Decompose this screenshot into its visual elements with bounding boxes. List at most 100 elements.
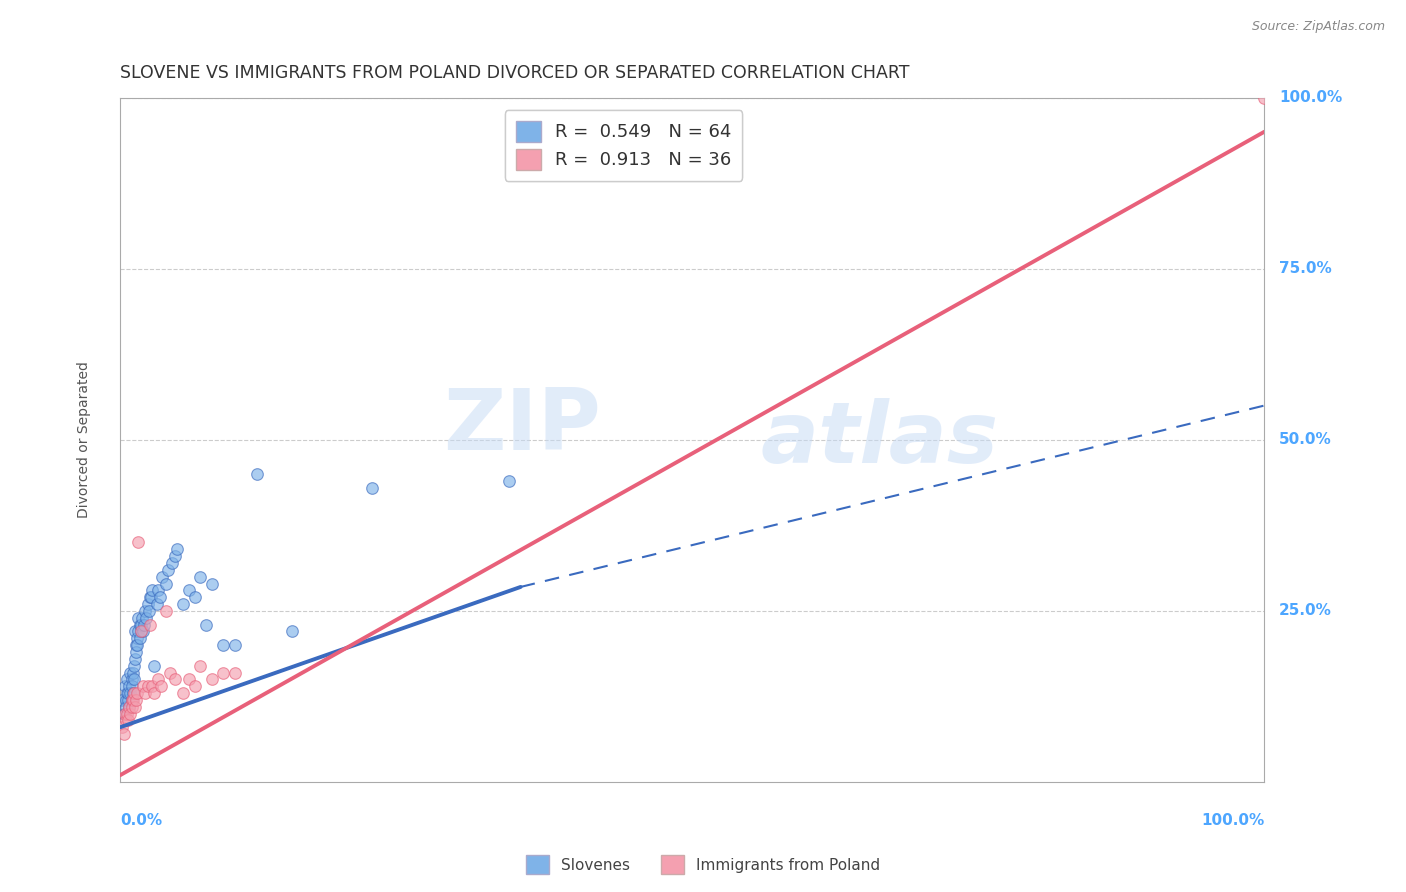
Text: 100.0%: 100.0% [1279, 90, 1343, 105]
Point [120, 665, 142, 680]
Point [124, 652, 146, 666]
Point [134, 686, 156, 700]
Point [121, 693, 143, 707]
Point [114, 706, 136, 721]
Point [166, 542, 188, 557]
Point [122, 658, 145, 673]
Text: 100.0%: 100.0% [1201, 813, 1264, 828]
Point [125, 645, 148, 659]
Point [115, 699, 138, 714]
Text: Divorced or Separated: Divorced or Separated [76, 361, 90, 518]
Text: SLOVENE VS IMMIGRANTS FROM POLAND DIVORCED OR SEPARATED CORRELATION CHART: SLOVENE VS IMMIGRANTS FROM POLAND DIVORC… [120, 64, 910, 82]
Point [155, 576, 177, 591]
Point [201, 576, 224, 591]
Point [127, 611, 149, 625]
Point [224, 665, 246, 680]
Point [157, 563, 180, 577]
Point [150, 679, 173, 693]
Point [172, 686, 194, 700]
Point [132, 624, 155, 639]
Legend: R =  0.549   N = 64, R =  0.913   N = 36: R = 0.549 N = 64, R = 0.913 N = 36 [505, 110, 742, 180]
Point [127, 624, 149, 639]
Point [128, 632, 150, 646]
Text: 0.0%: 0.0% [120, 813, 162, 828]
Point [120, 706, 142, 721]
Point [177, 583, 200, 598]
Point [132, 679, 155, 693]
Point [115, 714, 138, 728]
Point [118, 679, 141, 693]
Point [114, 679, 136, 693]
Point [194, 617, 217, 632]
Point [124, 624, 146, 639]
Point [122, 686, 145, 700]
Point [139, 617, 162, 632]
Point [115, 673, 138, 687]
Point [121, 693, 143, 707]
Point [177, 673, 200, 687]
Point [127, 632, 149, 646]
Point [129, 624, 152, 639]
Point [117, 686, 139, 700]
Point [188, 569, 211, 583]
Text: atlas: atlas [761, 398, 1000, 482]
Legend: Slovenes, Immigrants from Poland: Slovenes, Immigrants from Poland [520, 849, 886, 880]
Point [111, 693, 134, 707]
Point [141, 583, 163, 598]
Point [121, 679, 143, 693]
Point [146, 583, 169, 598]
Point [127, 638, 149, 652]
Point [159, 665, 181, 680]
Point [120, 686, 142, 700]
Point [188, 658, 211, 673]
Point [139, 591, 162, 605]
Point [128, 617, 150, 632]
Point [129, 624, 152, 639]
Point [125, 693, 148, 707]
Point [212, 638, 235, 652]
Point [127, 535, 149, 549]
Point [111, 720, 134, 734]
Point [134, 604, 156, 618]
Point [146, 673, 169, 687]
Point [136, 679, 159, 693]
Point [143, 658, 166, 673]
Point [141, 679, 163, 693]
Point [117, 714, 139, 728]
Point [122, 673, 145, 687]
Point [121, 699, 143, 714]
Text: Source: ZipAtlas.com: Source: ZipAtlas.com [1251, 20, 1385, 33]
Point [124, 699, 146, 714]
Point [115, 693, 138, 707]
Point [112, 706, 135, 721]
Point [155, 604, 177, 618]
Point [1253, 90, 1275, 104]
Point [224, 638, 246, 652]
Point [117, 693, 139, 707]
Point [115, 686, 138, 700]
Point [498, 474, 520, 488]
Text: ZIP: ZIP [443, 384, 600, 467]
Point [115, 706, 138, 721]
Point [360, 481, 382, 495]
Point [129, 617, 152, 632]
Point [118, 699, 141, 714]
Point [136, 597, 159, 611]
Point [160, 556, 183, 570]
Point [165, 673, 187, 687]
Text: 75.0%: 75.0% [1279, 261, 1331, 277]
Point [139, 591, 162, 605]
Point [143, 686, 166, 700]
Point [152, 569, 174, 583]
Point [121, 673, 143, 687]
Point [201, 673, 224, 687]
Point [149, 591, 172, 605]
Point [127, 686, 149, 700]
Text: 25.0%: 25.0% [1279, 603, 1331, 618]
Point [112, 727, 135, 741]
Point [145, 597, 167, 611]
Point [131, 611, 153, 625]
Point [165, 549, 187, 563]
Point [183, 679, 205, 693]
Point [121, 693, 143, 707]
